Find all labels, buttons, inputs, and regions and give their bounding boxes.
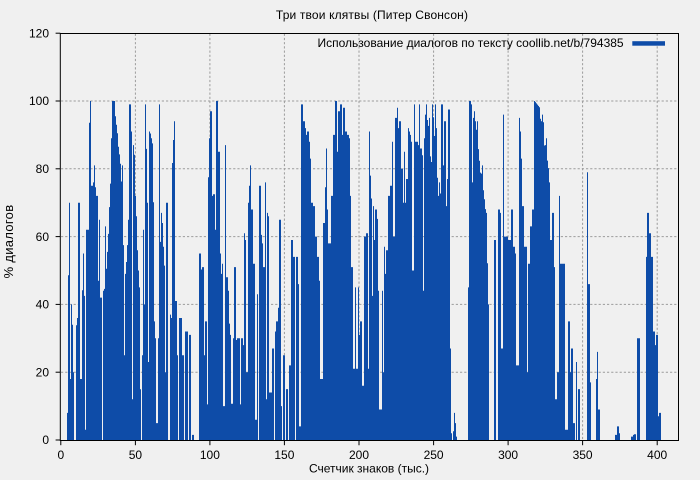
svg-text:300: 300 [498, 448, 518, 462]
svg-text:80: 80 [36, 162, 50, 176]
svg-text:Три твои клятвы (Питер Свонсон: Три твои клятвы (Питер Свонсон) [276, 8, 468, 22]
svg-text:Использование диалогов по текс: Использование диалогов по тексту coollib… [318, 36, 624, 50]
svg-text:100: 100 [200, 448, 220, 462]
svg-text:Счетчик знаков (тыс.): Счетчик знаков (тыс.) [309, 462, 429, 476]
svg-text:40: 40 [36, 298, 50, 312]
svg-text:200: 200 [349, 448, 369, 462]
svg-text:150: 150 [274, 448, 294, 462]
svg-text:350: 350 [573, 448, 593, 462]
svg-text:400: 400 [647, 448, 667, 462]
svg-text:20: 20 [36, 365, 50, 379]
svg-text:60: 60 [36, 230, 50, 244]
svg-text:% диалогов: % диалогов [1, 205, 16, 279]
svg-text:100: 100 [29, 94, 49, 108]
svg-text:50: 50 [129, 448, 143, 462]
svg-text:0: 0 [42, 433, 49, 447]
svg-text:250: 250 [424, 448, 444, 462]
svg-text:120: 120 [29, 26, 49, 40]
svg-text:0: 0 [57, 448, 64, 462]
